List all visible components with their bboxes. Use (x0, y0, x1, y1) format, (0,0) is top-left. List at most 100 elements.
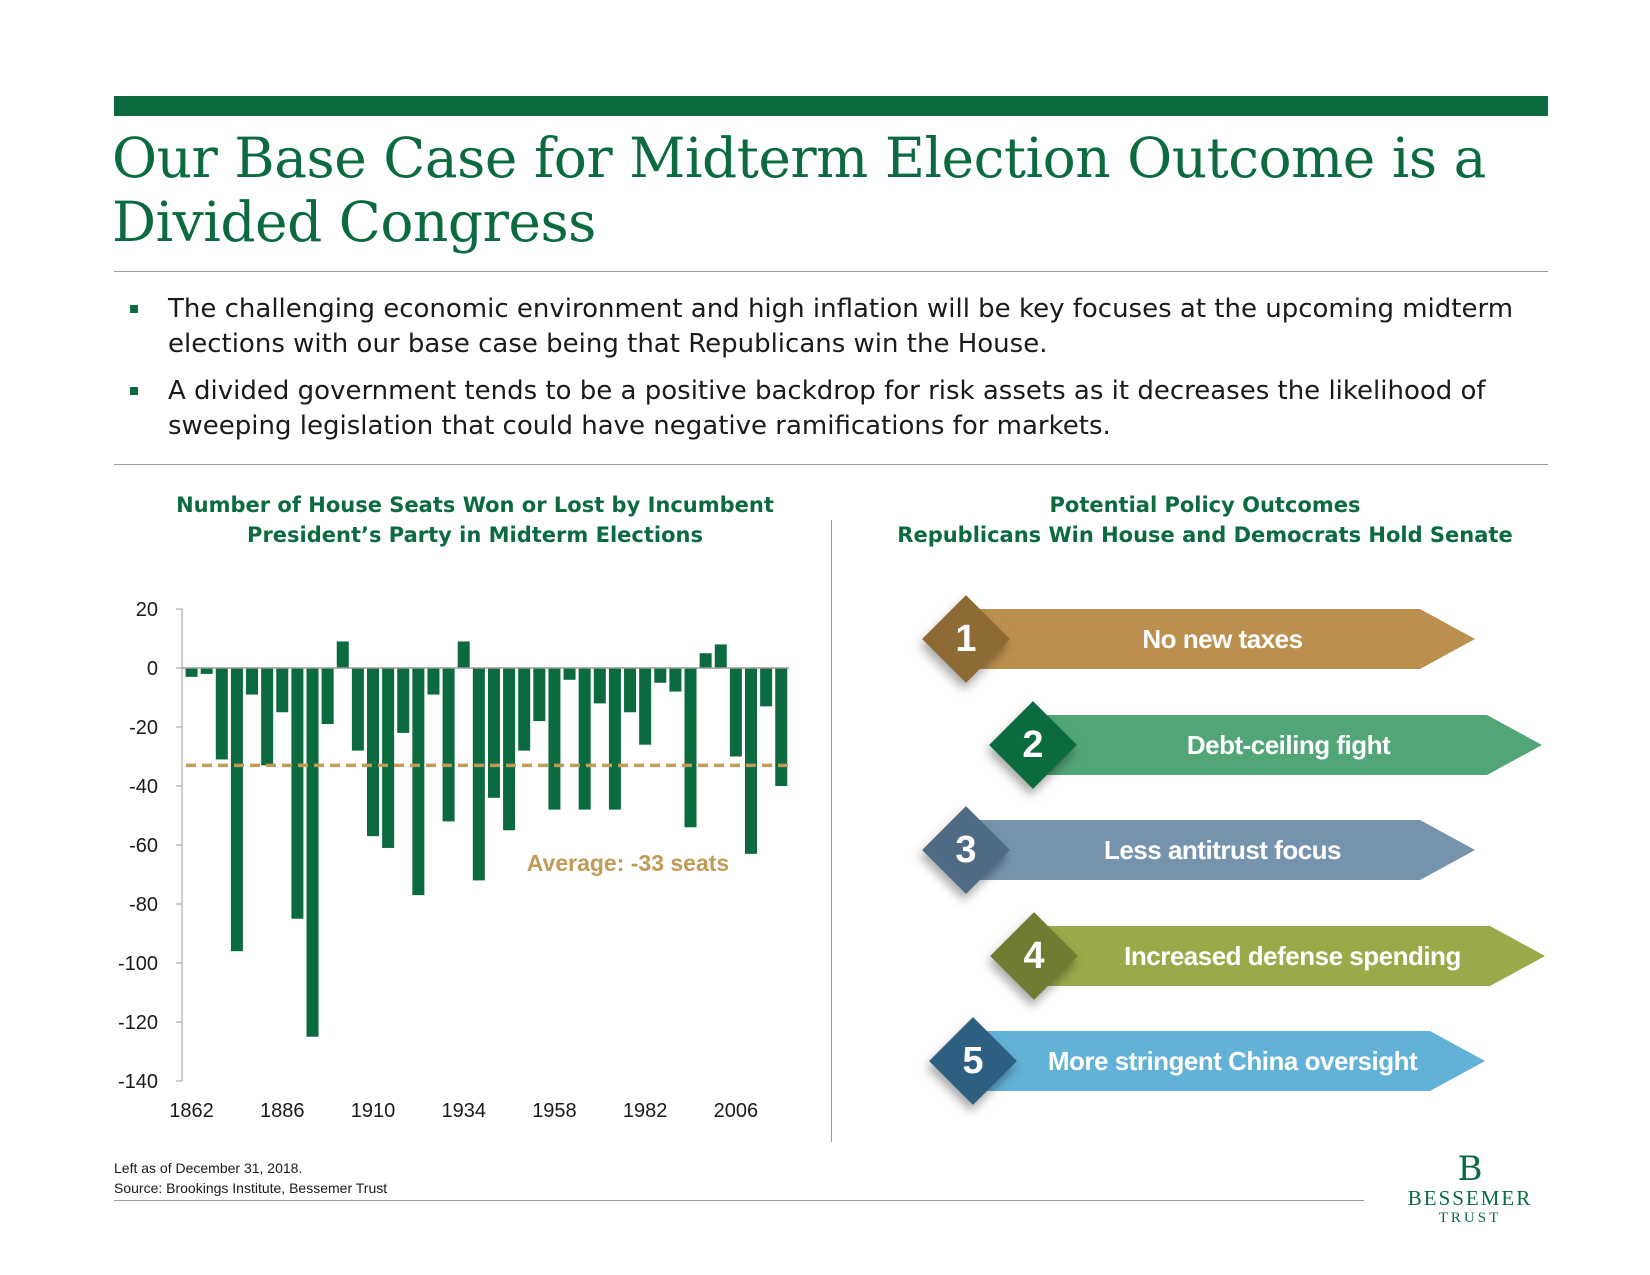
outcome-arrow-fill (1035, 926, 1545, 986)
bessemer-trust-logo: B BESSEMER TRUST (1390, 1152, 1550, 1232)
y-tick-label: -20 (129, 717, 158, 739)
bar (745, 668, 757, 854)
outcome-label: More stringent China oversight (1047, 1046, 1418, 1076)
x-tick-label: 2006 (714, 1100, 759, 1122)
bar (412, 668, 425, 896)
bar (276, 668, 289, 713)
bar (639, 668, 652, 745)
bar (593, 668, 606, 704)
bar (775, 668, 788, 786)
bar (185, 668, 198, 677)
bar (230, 668, 243, 952)
outcome-label: Less antitrust focus (1103, 835, 1342, 865)
bar (261, 668, 274, 766)
title-divider (114, 271, 1548, 272)
bar (457, 641, 470, 668)
y-tick-label: -40 (129, 776, 158, 798)
outcome-number: 3 (955, 829, 977, 871)
policy-outcome-item: No new taxes 1 (0, 594, 1650, 684)
chart-title: Number of House Seats Won or Lost by Inc… (140, 490, 810, 550)
bar (321, 668, 334, 725)
bar (472, 668, 485, 881)
bar (548, 668, 561, 810)
y-tick-label: -60 (129, 835, 158, 857)
outcome-arrow-shape (965, 609, 1475, 669)
outcome-number: 2 (1022, 724, 1044, 766)
bar (336, 641, 349, 668)
outcome-arrow-shape (1035, 926, 1545, 986)
x-tick-label: 1958 (532, 1100, 577, 1122)
footer-divider (114, 1200, 1364, 1201)
logo-sub: TRUST (1438, 1210, 1502, 1226)
bar (503, 668, 516, 831)
outcome-arrow-fill (1030, 715, 1542, 775)
y-tick-label: -100 (118, 953, 158, 975)
bar (200, 668, 213, 674)
bar (351, 668, 364, 751)
y-tick-label: 20 (136, 599, 158, 621)
outcome-arrow-shape (1030, 715, 1542, 775)
bar (624, 668, 637, 713)
top-accent-bar (114, 96, 1548, 116)
bar (669, 668, 682, 692)
bullet-list: The challenging economic environment and… (130, 292, 1540, 456)
page-title: Our Base Case for Midterm Election Outco… (112, 126, 1486, 254)
outcomes-title-line-2: Republicans Win House and Democrats Hold… (897, 523, 1513, 547)
policy-outcome-item: Less antitrust focus 3 (0, 805, 1650, 895)
y-tick-label: 0 (147, 658, 158, 680)
bar (397, 668, 410, 733)
footnote-source: Source: Brookings Institute, Bessemer Tr… (114, 1180, 388, 1196)
bar (760, 668, 773, 707)
x-tick-label: 1862 (169, 1100, 214, 1122)
bullet-square-icon (130, 305, 138, 313)
outcome-arrow-shape (975, 1031, 1485, 1091)
outcome-arrow-fill (975, 1031, 1485, 1091)
bar (518, 668, 531, 751)
bullets-divider (114, 464, 1548, 465)
bullet-item: A divided government tends to be a posit… (130, 374, 1540, 444)
x-tick-label: 1886 (260, 1100, 305, 1122)
outcome-number: 5 (962, 1040, 984, 1082)
bar (714, 644, 727, 668)
outcome-label: No new taxes (1142, 624, 1303, 654)
bullet-square-icon (130, 387, 138, 395)
policy-outcome-item: Debt-ceiling fight 2 (0, 700, 1650, 790)
outcome-number: 4 (1023, 935, 1045, 977)
policy-outcome-item: Increased defense spending 4 (0, 911, 1650, 1001)
house-seats-bar-chart: 20 0 -20 -40 -60 -80 -100 -120 -140 Average: -33 … (118, 599, 790, 1122)
outcome-arrow-fill (965, 609, 1475, 669)
outcome-arrow-shape (965, 820, 1475, 880)
y-tick-label: -120 (118, 1012, 158, 1034)
x-tick-label: 1982 (623, 1100, 668, 1122)
y-tick-label: -140 (118, 1071, 158, 1093)
bar (382, 668, 395, 848)
bar (215, 668, 228, 760)
policy-outcome-item: More stringent China oversight 5 (0, 1016, 1650, 1106)
outcome-arrow-fill (965, 820, 1475, 880)
outcome-number: 1 (955, 618, 977, 660)
bar (367, 668, 379, 837)
chart-title-line-2: President’s Party in Midterm Elections (247, 523, 703, 547)
bar (533, 668, 546, 722)
bar (246, 668, 259, 695)
chart-title-line-1: Number of House Seats Won or Lost by Inc… (176, 493, 774, 517)
footnote-date: Left as of December 31, 2018. (114, 1160, 303, 1176)
average-label: Average: -33 seats (527, 850, 729, 876)
bar (306, 668, 319, 1037)
bar (291, 668, 304, 919)
outcome-label: Increased defense spending (1124, 941, 1461, 971)
bar (684, 668, 697, 828)
bar (654, 668, 667, 683)
bar (427, 668, 440, 695)
outcome-label: Debt-ceiling fight (1186, 730, 1391, 760)
x-tick-label: 1910 (351, 1100, 396, 1122)
y-tick-label: -80 (129, 894, 158, 916)
bar (608, 668, 621, 810)
logo-mark: B (1457, 1149, 1483, 1189)
x-tick-label: 1934 (441, 1100, 486, 1122)
bullet-text: The challenging economic environment and… (168, 294, 1514, 359)
bar (729, 668, 742, 757)
bar (699, 653, 712, 668)
bullet-item: The challenging economic environment and… (130, 292, 1540, 362)
bar (578, 668, 591, 810)
